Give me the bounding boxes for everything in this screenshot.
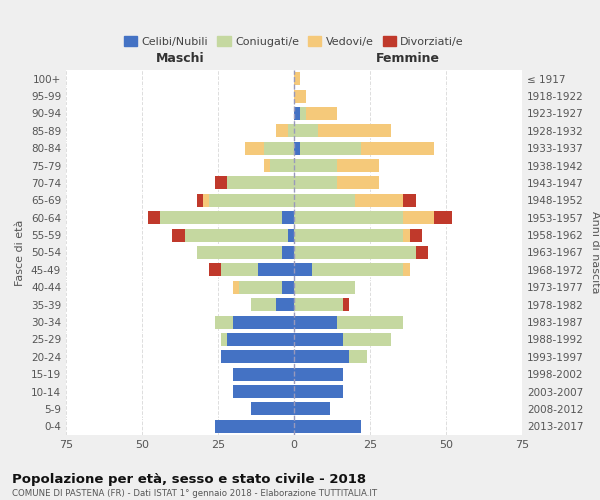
Bar	[294, 402, 331, 415]
Bar	[276, 124, 288, 138]
Bar	[269, 159, 294, 172]
Text: COMUNE DI PASTENA (FR) - Dati ISTAT 1° gennaio 2018 - Elaborazione TUTTITALIA.IT: COMUNE DI PASTENA (FR) - Dati ISTAT 1° g…	[12, 489, 377, 498]
Bar	[343, 333, 391, 346]
Bar	[209, 264, 221, 276]
Bar	[294, 211, 403, 224]
Text: Femmine: Femmine	[376, 52, 440, 65]
Bar	[221, 264, 257, 276]
Bar	[251, 402, 294, 415]
Text: Popolazione per età, sesso e stato civile - 2018: Popolazione per età, sesso e stato civil…	[12, 472, 366, 486]
Bar	[403, 264, 410, 276]
Bar	[294, 420, 361, 433]
Bar	[233, 368, 294, 380]
Bar	[263, 142, 294, 154]
Bar	[227, 176, 294, 190]
Y-axis label: Fasce di età: Fasce di età	[16, 220, 25, 286]
Bar	[251, 298, 276, 311]
Bar	[434, 211, 452, 224]
Bar	[294, 316, 337, 328]
Bar	[197, 194, 203, 207]
Bar	[172, 228, 185, 241]
Bar	[337, 176, 379, 190]
Bar	[263, 159, 269, 172]
Bar	[294, 246, 416, 259]
Bar	[300, 142, 361, 154]
Bar	[294, 350, 349, 364]
Bar	[288, 124, 294, 138]
Bar	[239, 280, 282, 294]
Bar	[282, 211, 294, 224]
Bar	[306, 107, 337, 120]
Bar	[197, 246, 282, 259]
Legend: Celibi/Nubili, Coniugati/e, Vedovi/e, Divorziati/e: Celibi/Nubili, Coniugati/e, Vedovi/e, Di…	[119, 32, 469, 52]
Bar	[294, 280, 355, 294]
Bar	[361, 142, 434, 154]
Bar	[300, 107, 306, 120]
Bar	[215, 176, 227, 190]
Bar	[148, 211, 160, 224]
Bar	[233, 316, 294, 328]
Bar	[294, 124, 319, 138]
Bar	[403, 194, 416, 207]
Bar	[294, 159, 337, 172]
Bar	[343, 298, 349, 311]
Bar	[185, 228, 288, 241]
Bar	[294, 298, 343, 311]
Bar	[355, 194, 403, 207]
Bar	[294, 142, 300, 154]
Bar	[403, 228, 410, 241]
Bar	[337, 316, 403, 328]
Bar	[294, 333, 343, 346]
Bar	[403, 211, 434, 224]
Bar	[294, 228, 403, 241]
Bar	[276, 298, 294, 311]
Bar	[215, 420, 294, 433]
Bar	[221, 350, 294, 364]
Bar	[294, 368, 343, 380]
Bar	[294, 385, 343, 398]
Bar	[294, 72, 300, 85]
Bar	[215, 316, 233, 328]
Bar	[294, 194, 355, 207]
Bar	[410, 228, 422, 241]
Bar	[416, 246, 428, 259]
Bar	[294, 107, 300, 120]
Bar	[349, 350, 367, 364]
Bar	[227, 333, 294, 346]
Bar	[282, 246, 294, 259]
Bar	[233, 280, 239, 294]
Bar	[294, 90, 306, 102]
Bar	[203, 194, 209, 207]
Bar	[294, 264, 312, 276]
Bar	[221, 333, 227, 346]
Bar	[233, 385, 294, 398]
Bar	[282, 280, 294, 294]
Bar	[319, 124, 391, 138]
Bar	[245, 142, 263, 154]
Bar	[288, 228, 294, 241]
Bar	[209, 194, 294, 207]
Text: Maschi: Maschi	[155, 52, 205, 65]
Bar	[312, 264, 403, 276]
Y-axis label: Anni di nascita: Anni di nascita	[590, 211, 600, 294]
Bar	[294, 176, 337, 190]
Bar	[337, 159, 379, 172]
Bar	[160, 211, 282, 224]
Bar	[257, 264, 294, 276]
